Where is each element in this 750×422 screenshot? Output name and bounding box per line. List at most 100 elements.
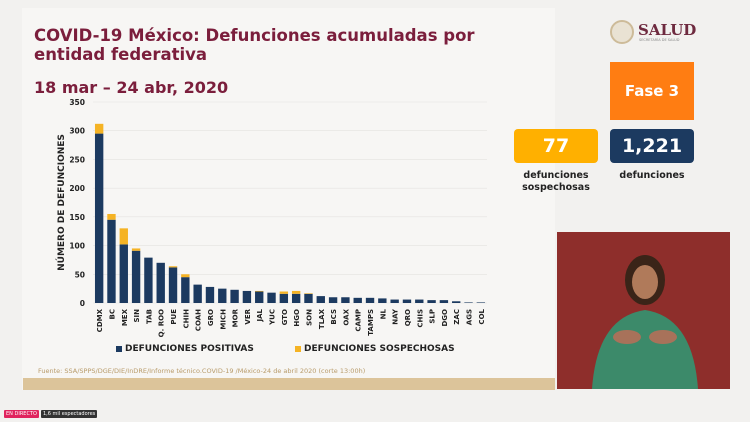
bar-positivas <box>464 302 473 303</box>
bar-positivas <box>291 293 301 303</box>
bar-positivas <box>353 297 362 303</box>
x-tick-label: OAX <box>342 308 350 325</box>
date-range: 18 mar – 24 abr, 2020 <box>34 78 229 97</box>
bar-positivas <box>267 292 276 303</box>
x-tick-label: CAMP <box>355 309 363 332</box>
suspected-deaths-label: defunciones sospechosas <box>522 170 590 193</box>
x-tick-label: TAB <box>145 309 153 324</box>
footer-bar <box>23 378 555 390</box>
y-tick-label: 50 <box>75 270 85 279</box>
legend-swatch <box>116 345 122 352</box>
x-tick-label: MICH <box>219 309 227 330</box>
x-tick-label: VER <box>244 308 252 324</box>
bar-positivas <box>131 250 141 303</box>
bar-positivas <box>242 290 252 303</box>
x-tick-label: BCS <box>330 309 338 325</box>
bar-sospechosas <box>107 213 116 220</box>
seal-icon <box>610 20 634 44</box>
total-deaths-label: defunciones <box>619 170 685 181</box>
bar-sospechosas <box>119 228 128 245</box>
bar-sospechosas <box>304 293 313 294</box>
x-tick-label: DGO <box>441 309 449 327</box>
bar-positivas <box>279 293 289 303</box>
bar-positivas <box>316 296 325 303</box>
bar-positivas <box>390 299 399 303</box>
x-tick-label: GTO <box>281 309 289 325</box>
legend-label: DEFUNCIONES SOSPECHOSAS <box>304 344 455 354</box>
x-tick-label: PUE <box>170 309 178 325</box>
total-deaths-value: 1,221 <box>610 129 694 163</box>
y-tick-label: 150 <box>69 213 85 222</box>
logo-name: SALUD <box>638 20 697 39</box>
x-tick-label: TLAX <box>318 308 326 329</box>
x-tick-label: NL <box>379 308 387 319</box>
bar-positivas <box>365 297 375 303</box>
x-tick-label: BC <box>108 309 116 319</box>
bar-sospechosas <box>291 290 301 294</box>
x-tick-label: CHIH <box>182 309 190 329</box>
bar-positivas <box>107 219 116 303</box>
legend-sospechosas: DEFUNCIONES SOSPECHOSAS <box>295 344 455 354</box>
fase-badge: Fase 3 <box>610 62 694 120</box>
bar-positivas <box>181 277 190 303</box>
bar-positivas <box>144 257 153 303</box>
x-tick-label: CHIS <box>416 309 424 328</box>
bar-sospechosas <box>181 274 190 278</box>
bar-sospechosas <box>94 123 104 134</box>
bar-positivas <box>168 267 178 303</box>
y-tick-label: 250 <box>69 155 85 164</box>
suspected-deaths-value: 77 <box>514 129 598 163</box>
x-tick-label: COL <box>478 308 486 324</box>
x-tick-label: SIN <box>133 309 141 323</box>
x-tick-label: HGO <box>293 309 301 327</box>
salud-logo: SALUD SECRETARÍA DE SALUD <box>610 20 696 44</box>
deaths-by-state-chart: 0 50 100 150 200 250 300 350 NÚMERO DE DEFUNCION… <box>55 98 487 337</box>
x-tick-label: ZAC <box>453 309 461 325</box>
x-tick-label: JAL <box>256 308 264 322</box>
y-tick-label: 100 <box>69 242 85 251</box>
y-tick-label: 350 <box>69 98 85 107</box>
slide-title: COVID-19 México: Defunciones acumuladas … <box>34 26 475 64</box>
viewer-count: 1,6 mil espectadores <box>40 410 98 418</box>
x-tick-label: MOR <box>232 308 240 327</box>
legend-label: DEFUNCIONES POSITIVAS <box>125 344 254 354</box>
x-tick-label: Q. ROO <box>158 309 166 337</box>
live-badge: EN DIRECTO <box>4 410 39 418</box>
x-tick-label: COAH <box>195 309 203 331</box>
y-tick-label: 200 <box>69 184 85 193</box>
x-tick-label: SLP <box>429 309 437 324</box>
bar-positivas <box>255 291 264 303</box>
x-tick-label: TAMPS <box>367 309 375 336</box>
bar-positivas <box>427 300 436 303</box>
sign-language-interpreter-video <box>557 232 730 389</box>
bar-positivas <box>119 244 128 303</box>
bar-positivas <box>402 299 412 303</box>
legend-positivas: DEFUNCIONES POSITIVAS <box>116 344 254 354</box>
bar-sospechosas <box>255 290 264 292</box>
bar-sospechosas <box>131 248 141 251</box>
bar-positivas <box>156 262 165 303</box>
logo-sub: SECRETARÍA DE SALUD <box>639 37 680 42</box>
x-tick-label: QRO <box>404 309 412 326</box>
y-axis-label: NÚMERO DE DEFUNCIONES <box>55 134 67 271</box>
x-tick-label: YUC <box>269 309 277 326</box>
source-note: Fuente: SSA/SPPS/DGE/DIE/InDRE/Informe t… <box>38 367 366 375</box>
bar-positivas <box>439 300 449 303</box>
x-tick-label: GRO <box>207 309 215 326</box>
bar-positivas <box>378 298 387 303</box>
bar-positivas <box>94 133 104 303</box>
bar-positivas <box>218 288 227 303</box>
bar-positivas <box>230 289 239 303</box>
bar-positivas <box>304 293 313 303</box>
x-tick-label: AGS <box>466 309 474 325</box>
bar-sospechosas <box>168 266 178 268</box>
live-status: EN DIRECTO 1,6 mil espectadores <box>4 410 98 418</box>
bar-positivas <box>205 286 215 303</box>
legend-swatch <box>295 345 301 352</box>
y-tick-label: 300 <box>69 127 85 136</box>
bar-positivas <box>193 284 202 303</box>
slide <box>22 8 555 390</box>
y-tick-label: 0 <box>80 299 85 308</box>
x-tick-label: CDMX <box>96 308 104 332</box>
x-tick-label: SON <box>305 309 313 326</box>
